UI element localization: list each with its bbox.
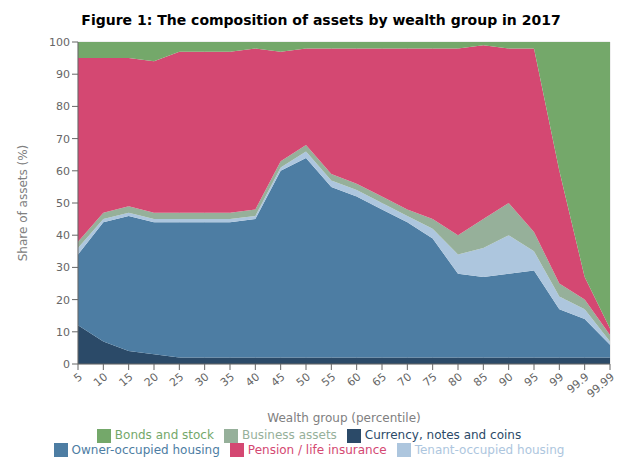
svg-text:50: 50 xyxy=(294,370,313,389)
svg-text:60: 60 xyxy=(56,165,70,178)
svg-text:25: 25 xyxy=(167,370,186,389)
svg-text:60: 60 xyxy=(345,370,364,389)
svg-text:80: 80 xyxy=(446,370,465,389)
svg-text:30: 30 xyxy=(56,261,70,274)
svg-text:95: 95 xyxy=(522,370,541,389)
html-text:Currency, notes and coins: Currency, notes and coins xyxy=(364,428,522,442)
svg-text:80: 80 xyxy=(56,100,70,113)
svg-text:20: 20 xyxy=(142,370,161,389)
svg-text:99.99: 99.99 xyxy=(584,370,616,400)
svg-text:30: 30 xyxy=(193,370,212,389)
svg-text:99.9: 99.9 xyxy=(564,370,592,396)
svg-text:10: 10 xyxy=(56,326,70,339)
svg-text:Wealth group (percentile): Wealth group (percentile) xyxy=(267,411,420,425)
html-text:Pension / life insurance: Pension / life insurance xyxy=(247,442,387,457)
svg-text:50: 50 xyxy=(56,197,70,210)
svg-text:0: 0 xyxy=(63,358,70,371)
svg-text:35: 35 xyxy=(218,370,237,389)
svg-text:65: 65 xyxy=(370,370,389,389)
svg-text:15: 15 xyxy=(117,370,136,389)
svg-text:85: 85 xyxy=(471,370,490,389)
svg-text:10: 10 xyxy=(91,370,110,389)
svg-text:40: 40 xyxy=(243,370,262,389)
svg-text:75: 75 xyxy=(421,370,440,389)
svg-text:100: 100 xyxy=(49,36,70,49)
svg-text:70: 70 xyxy=(395,370,414,389)
html-text:Tenant-occupied housing: Tenant-occupied housing xyxy=(414,442,565,457)
svg-text:Share of assets (%): Share of assets (%) xyxy=(16,145,30,262)
html-text:Business assets: Business assets xyxy=(241,428,337,442)
html-text:Figure 1: The composition of a: Figure 1: The composition of assets by w… xyxy=(81,12,561,28)
svg-text:90: 90 xyxy=(497,370,516,389)
svg-text:20: 20 xyxy=(56,294,70,307)
html-text:Owner-occupied housing: Owner-occupied housing xyxy=(71,442,220,457)
svg-text:5: 5 xyxy=(71,370,85,384)
svg-text:55: 55 xyxy=(319,370,338,389)
svg-text:90: 90 xyxy=(56,68,70,81)
svg-text:45: 45 xyxy=(269,370,288,389)
svg-text:99: 99 xyxy=(547,370,566,389)
svg-text:70: 70 xyxy=(56,133,70,146)
html-text:Bonds and stock: Bonds and stock xyxy=(114,428,214,442)
svg-text:40: 40 xyxy=(56,229,70,242)
